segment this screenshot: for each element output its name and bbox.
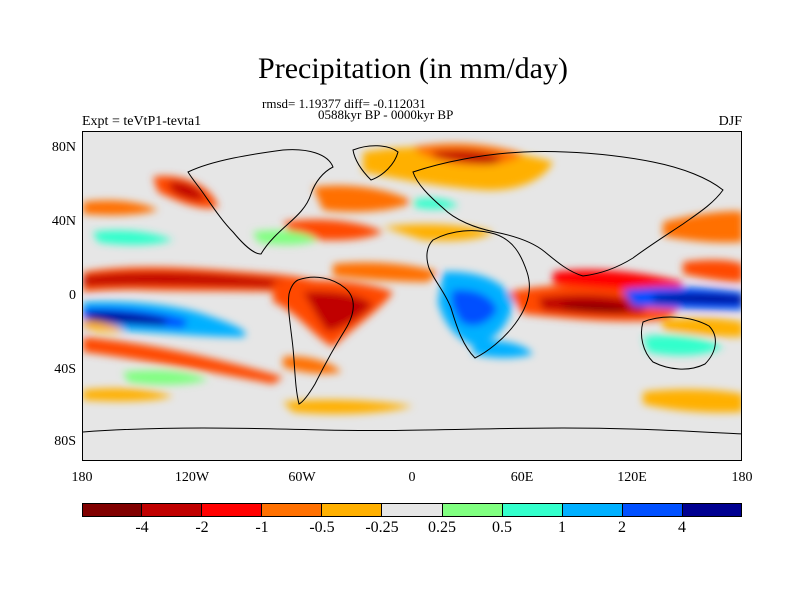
colorbar-swatch bbox=[382, 503, 443, 517]
lon-label-120e: 120E bbox=[617, 470, 647, 485]
lon-label-0: 0 bbox=[408, 470, 416, 485]
colorbar-swatch bbox=[82, 503, 143, 517]
colorbar-swatch bbox=[562, 503, 623, 517]
colorbar-label: 4 bbox=[678, 519, 686, 536]
coastline-africa bbox=[426, 230, 530, 359]
anomaly-region bbox=[643, 389, 741, 413]
colorbar-swatch bbox=[142, 503, 203, 517]
colorbar-swatch bbox=[622, 503, 683, 517]
coastline-north-america bbox=[187, 149, 334, 255]
precipitation-map bbox=[82, 131, 742, 461]
coastline-eurasia bbox=[412, 150, 724, 277]
lon-label-180e: 180 bbox=[731, 470, 753, 485]
colorbar-swatch bbox=[322, 503, 383, 517]
colorbar-swatch bbox=[262, 503, 323, 517]
coastlines bbox=[83, 145, 741, 435]
colorbar-label: 0.5 bbox=[492, 519, 512, 536]
lat-label-80s: 80S bbox=[54, 434, 76, 449]
anomaly-region bbox=[663, 211, 741, 243]
lat-label-40s: 40S bbox=[54, 362, 76, 377]
colorbar-swatch bbox=[682, 503, 743, 517]
anomaly-field bbox=[83, 143, 741, 414]
anomaly-region bbox=[93, 230, 173, 245]
colorbar-label: -2 bbox=[195, 519, 209, 536]
anomaly-region bbox=[433, 150, 503, 164]
colorbar-swatch bbox=[202, 503, 263, 517]
period-text: 0588kyr BP - 0000kyr BP bbox=[318, 107, 454, 122]
colorbar-frame bbox=[82, 503, 742, 517]
experiment-label: Expt = teVtP1-tevta1 bbox=[82, 114, 202, 129]
colorbar-swatch bbox=[502, 503, 563, 517]
lat-label-80n: 80N bbox=[51, 140, 76, 155]
anomaly-region bbox=[413, 198, 458, 209]
anomaly-region bbox=[473, 340, 533, 358]
coastline-south-america bbox=[288, 276, 354, 405]
lon-label-60w: 60W bbox=[288, 470, 316, 485]
anomaly-region bbox=[283, 399, 413, 414]
colorbar-label: -0.5 bbox=[309, 519, 335, 536]
anomaly-region bbox=[643, 335, 723, 356]
anomaly-region bbox=[663, 317, 741, 337]
colorbar-label: 0.25 bbox=[428, 519, 456, 536]
anomaly-region bbox=[83, 337, 283, 384]
coastline-australia bbox=[640, 316, 716, 370]
anomaly-region bbox=[83, 272, 283, 288]
anomaly-region bbox=[653, 293, 741, 304]
colorbar-label: 2 bbox=[618, 519, 626, 536]
lat-label-40n: 40N bbox=[51, 214, 76, 229]
anomaly-region bbox=[83, 388, 173, 402]
anomaly-region bbox=[313, 185, 413, 212]
colorbar-label: -0.25 bbox=[365, 519, 399, 536]
colorbar-label: -1 bbox=[255, 519, 269, 536]
lon-label-120w: 120W bbox=[174, 470, 210, 485]
anomaly-region bbox=[83, 320, 123, 332]
rmsd-diff-text: rmsd= 1.19377 diff= -0.112031 bbox=[262, 96, 426, 111]
coastline-antarctica bbox=[83, 427, 741, 435]
anomaly-region bbox=[88, 311, 168, 325]
anomaly-region bbox=[83, 200, 158, 216]
lat-label-0: 0 bbox=[69, 288, 76, 303]
anomaly-region bbox=[683, 259, 741, 282]
anomaly-region bbox=[563, 303, 628, 312]
anomaly-region bbox=[451, 289, 497, 326]
lon-label-60e: 60E bbox=[510, 470, 534, 485]
anomaly-region bbox=[253, 230, 318, 245]
coastline-greenland bbox=[352, 145, 399, 181]
anomaly-region bbox=[333, 262, 438, 282]
map-title: Precipitation (in mm/day) bbox=[258, 52, 568, 85]
colorbar bbox=[82, 503, 743, 517]
anomaly-region bbox=[283, 356, 341, 374]
anomaly-region bbox=[168, 181, 205, 201]
anomaly-region bbox=[303, 291, 373, 332]
season-label: DJF bbox=[718, 114, 742, 129]
anomaly-region bbox=[123, 370, 208, 385]
colorbar-label: -4 bbox=[135, 519, 149, 536]
anomaly-region bbox=[383, 224, 493, 241]
colorbar-swatch bbox=[442, 503, 503, 517]
lon-label-180w: 180 bbox=[71, 470, 93, 485]
colorbar-label: 1 bbox=[558, 519, 566, 536]
